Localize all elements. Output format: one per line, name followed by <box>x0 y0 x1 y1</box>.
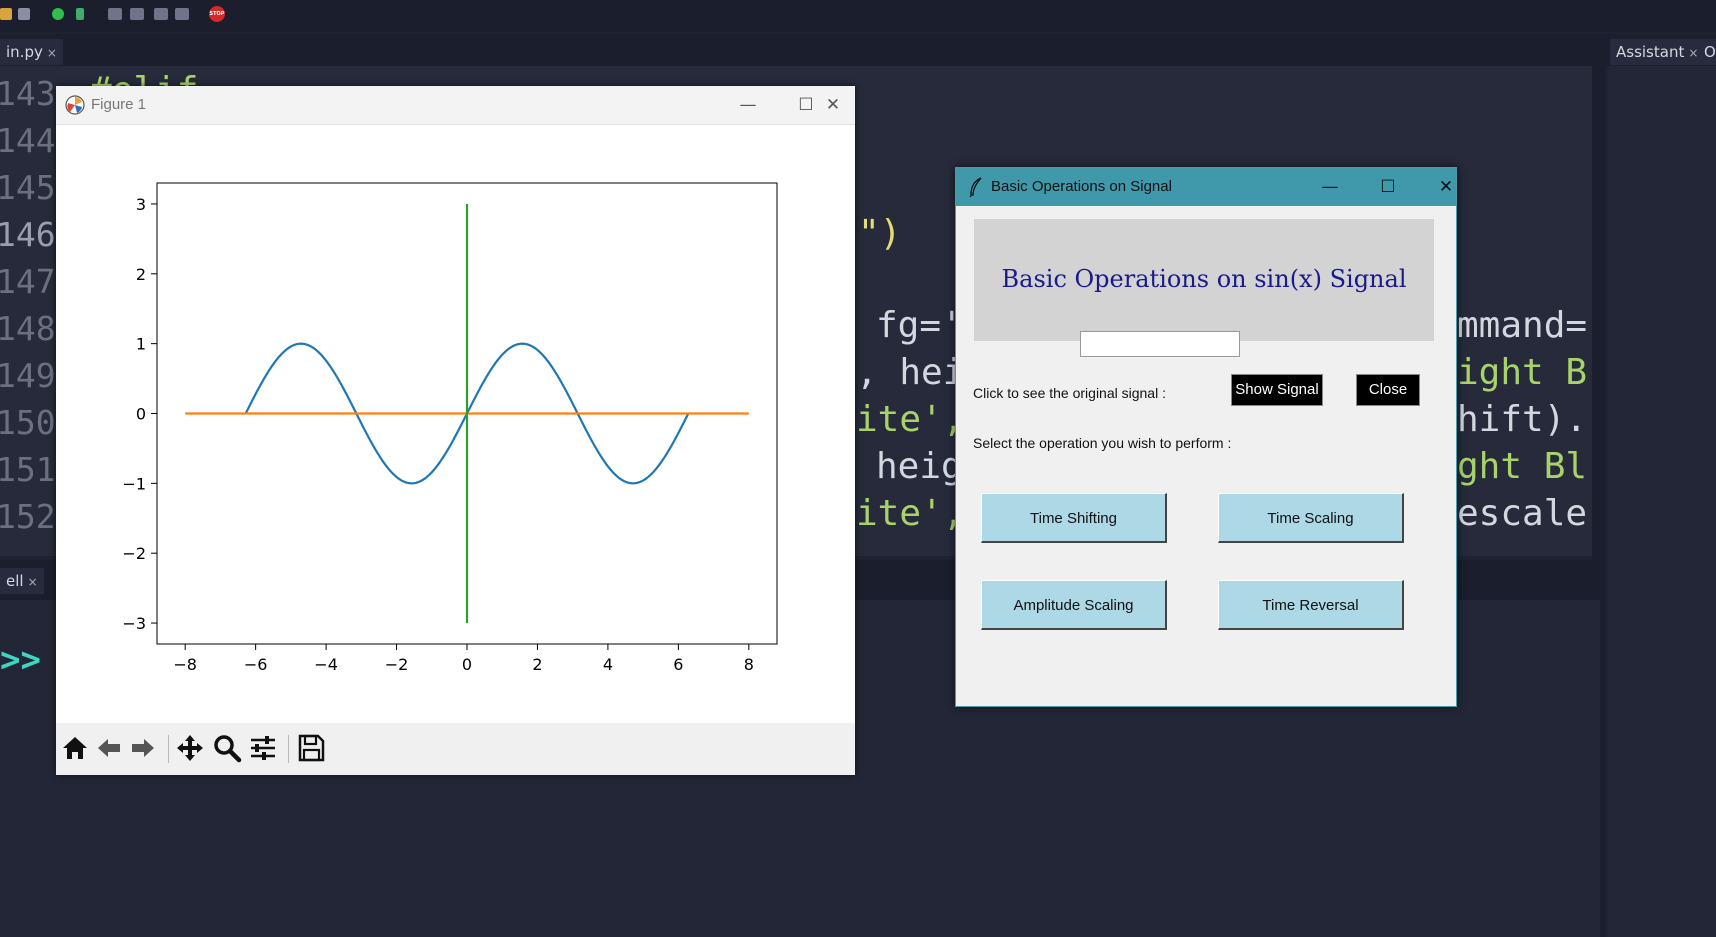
back-arrow-icon[interactable] <box>94 733 124 763</box>
feather-icon <box>969 177 982 197</box>
code-text: ite', <box>856 399 965 440</box>
y-tick-label: −2 <box>122 544 146 563</box>
signal-entry[interactable] <box>1080 331 1240 357</box>
heading-label: Basic Operations on sin(x) Signal <box>1001 265 1407 293</box>
stop-icon[interactable]: STOP <box>209 6 225 22</box>
figure-title: Figure 1 <box>91 96 147 113</box>
code-text: ") <box>858 213 902 254</box>
step-out-icon[interactable] <box>154 8 168 20</box>
assistant-panel <box>1608 66 1716 937</box>
y-tick-label: −3 <box>122 614 146 633</box>
tk-titlebar[interactable]: Basic Operations on Signal — ☐ ✕ <box>956 168 1456 206</box>
y-tick-label: 2 <box>136 265 146 284</box>
zoom-icon[interactable] <box>212 733 242 763</box>
home-icon[interactable] <box>60 733 90 763</box>
figure-titlebar[interactable]: Figure 1 — ☐ ✕ <box>56 86 855 125</box>
time-reversal-button[interactable]: Time Reversal <box>1218 580 1404 630</box>
save-icon[interactable] <box>296 733 326 763</box>
tab-label: ell <box>6 572 24 590</box>
figure-close-button[interactable]: ✕ <box>825 95 841 115</box>
pan-icon[interactable] <box>175 733 205 763</box>
shell-prompt[interactable]: >> <box>0 640 41 680</box>
plot-canvas[interactable]: −8 −6 −4 −2 0 2 4 6 8 −3 −2 −1 0 1 2 3 <box>56 125 855 709</box>
tab-assistant[interactable]: Assistant × <box>1610 39 1705 65</box>
navigation-toolbar <box>56 723 855 775</box>
tk-window: Basic Operations on Signal — ☐ ✕ Basic O… <box>955 167 1457 707</box>
save-file-icon[interactable] <box>18 8 30 20</box>
time-shifting-button[interactable]: Time Shifting <box>981 493 1167 543</box>
line-number: 147 <box>0 262 56 301</box>
line-number: 143 <box>0 74 56 113</box>
code-text: fg=' <box>876 305 963 346</box>
step-over-icon[interactable] <box>108 8 122 20</box>
step-into-icon[interactable] <box>130 8 144 20</box>
matplotlib-logo-icon <box>65 95 85 115</box>
x-tick-label: −4 <box>314 655 338 674</box>
resume-icon[interactable] <box>175 8 189 20</box>
y-tick-label: 3 <box>136 195 146 214</box>
x-tick-label: −8 <box>173 655 197 674</box>
x-tick-label: 2 <box>532 655 542 674</box>
debug-icon[interactable] <box>76 8 84 20</box>
code-text: heig <box>876 446 963 487</box>
code-text: ight B <box>1457 352 1588 393</box>
code-text: escale <box>1457 493 1588 534</box>
line-number: 148 <box>0 309 56 348</box>
x-tick-label: 8 <box>744 655 754 674</box>
x-tick-label: 4 <box>603 655 613 674</box>
close-icon[interactable]: × <box>27 575 38 589</box>
tab-label: Assistant <box>1616 43 1685 61</box>
line-number: 146 <box>0 215 56 254</box>
maximize-button[interactable]: ☐ <box>1380 177 1396 197</box>
x-tick-label: −2 <box>385 655 409 674</box>
toolbar-separator <box>168 735 169 763</box>
code-text: , hei <box>856 352 965 393</box>
open-file-icon[interactable] <box>0 8 12 20</box>
x-tick-label: −6 <box>244 655 268 674</box>
minimize-button[interactable]: — <box>739 95 757 115</box>
close-button[interactable]: ✕ <box>1438 177 1454 197</box>
line-number: 150 <box>0 403 56 442</box>
amplitude-scaling-button[interactable]: Amplitude Scaling <box>981 580 1167 630</box>
tab-label: O <box>1704 43 1716 61</box>
line-number: 145 <box>0 168 56 207</box>
tab-main-py[interactable]: in.py × <box>0 39 63 65</box>
code-text: hift). <box>1457 399 1588 440</box>
tk-title: Basic Operations on Signal <box>991 178 1172 195</box>
minimize-button[interactable]: — <box>1321 177 1339 197</box>
maximize-button[interactable]: ☐ <box>798 95 814 115</box>
line-number: 144 <box>0 121 56 160</box>
tab-shell[interactable]: ell × <box>0 568 44 594</box>
run-icon[interactable] <box>52 8 64 20</box>
select-operation-label: Select the operation you wish to perform… <box>973 435 1232 451</box>
figure-window: Figure 1 — ☐ ✕ −8 −6 −4 −2 0 2 4 6 8 −3 −2 −1 0 1 2 3 <box>56 86 855 775</box>
close-icon[interactable]: × <box>1688 46 1699 60</box>
heading-panel: Basic Operations on sin(x) Signal <box>974 219 1434 341</box>
configure-subplots-icon[interactable] <box>248 733 278 763</box>
tab-o[interactable]: O <box>1698 39 1716 65</box>
original-signal-label: Click to see the original signal : <box>973 385 1166 401</box>
tab-label: in.py <box>6 43 43 61</box>
line-number: 149 <box>0 356 56 395</box>
show-signal-button[interactable]: Show Signal <box>1231 374 1323 406</box>
forward-arrow-icon[interactable] <box>128 733 158 763</box>
close-button[interactable]: Close <box>1356 374 1420 406</box>
y-tick-label: −1 <box>122 474 146 493</box>
time-scaling-button[interactable]: Time Scaling <box>1218 493 1404 543</box>
toolbar-separator <box>288 735 289 763</box>
code-text: ite', <box>856 493 965 534</box>
line-number: 152 <box>0 497 56 536</box>
code-text: mmand= <box>1457 305 1588 346</box>
x-tick-label: 0 <box>462 655 472 674</box>
close-icon[interactable]: × <box>46 46 57 60</box>
line-number: 151 <box>0 450 56 489</box>
ide-toolbar: STOP <box>0 0 1716 32</box>
x-tick-label: 6 <box>673 655 683 674</box>
y-tick-label: 0 <box>136 405 146 424</box>
editor-tabbar: in.py × Assistant × O <box>0 34 1716 66</box>
y-tick-label: 1 <box>136 335 146 354</box>
code-text: ght Bl <box>1457 446 1588 487</box>
